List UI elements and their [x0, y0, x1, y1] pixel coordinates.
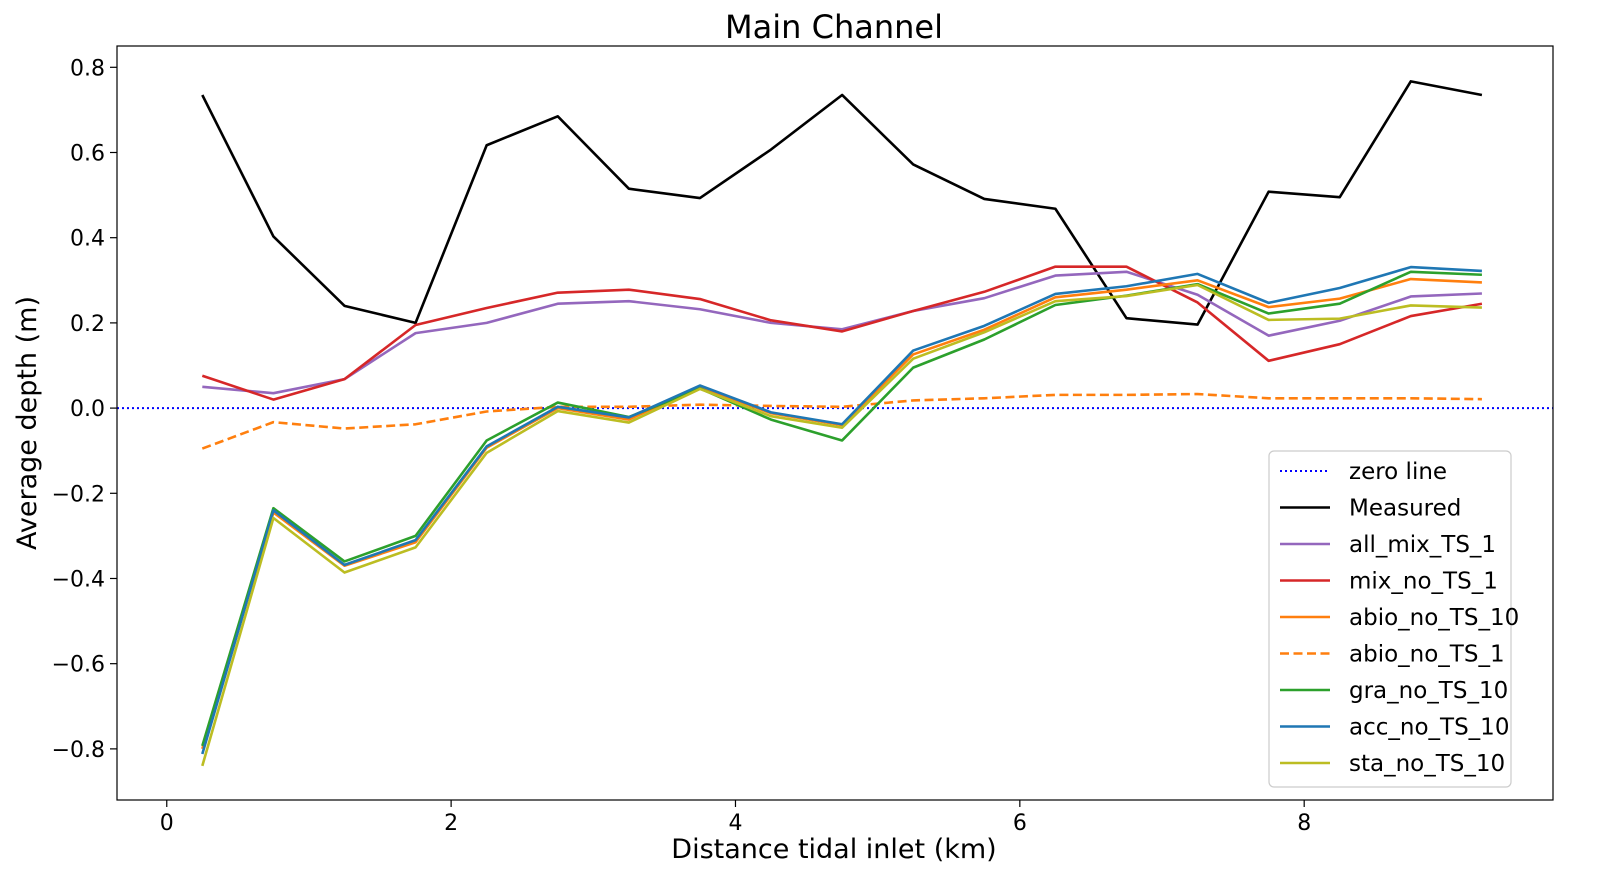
- legend-label: acc_no_TS_10: [1349, 715, 1509, 741]
- legend-label: zero line: [1349, 459, 1447, 485]
- x-tick-label: 0: [160, 811, 174, 836]
- legend-label: sta_no_TS_10: [1349, 751, 1505, 777]
- y-axis-title: Average depth (m): [12, 296, 43, 550]
- y-tick-label: 0.0: [70, 397, 105, 422]
- x-tick-label: 6: [1013, 811, 1027, 836]
- y-tick-label: 0.8: [70, 56, 105, 81]
- chart-title: Main Channel: [725, 8, 943, 46]
- series-line-gra_no_TS_10: [201, 270, 1482, 747]
- plot-area: [117, 80, 1553, 767]
- series-line-mix_no_TS_1: [201, 265, 1483, 401]
- series-line-sta_no_TS_10: [201, 283, 1482, 767]
- series-line-acc_no_TS_10: [201, 265, 1482, 755]
- y-tick-label: 0.2: [70, 312, 105, 337]
- legend-label: Measured: [1349, 496, 1461, 522]
- legend-box: [1268, 450, 1512, 788]
- legend-label: abio_no_TS_1: [1349, 642, 1505, 668]
- x-tick-label: 2: [444, 811, 458, 836]
- series-line-Measured: [201, 80, 1483, 326]
- series-line-all_mix_TS_1: [202, 270, 1482, 395]
- legend-label: all_mix_TS_1: [1349, 532, 1496, 558]
- x-axis-title: Distance tidal inlet (km): [671, 834, 996, 865]
- y-tick-label: −0.4: [52, 567, 105, 592]
- y-tick-label: −0.2: [52, 482, 105, 507]
- y-tick-label: −0.8: [52, 738, 105, 763]
- x-axis: 0 2 4 6 8: [160, 800, 1311, 836]
- y-tick-label: 0.6: [70, 141, 105, 166]
- legend-label: mix_no_TS_1: [1349, 569, 1498, 595]
- y-tick-label: −0.6: [52, 653, 105, 678]
- legend-label: gra_no_TS_10: [1349, 678, 1508, 704]
- y-tick-label: 0.4: [70, 227, 105, 252]
- series-line-abio_no_TS_1: [201, 392, 1482, 450]
- x-tick-label: 4: [728, 811, 742, 836]
- legend: zero line Measured all_mix_TS_1 mix_no_TS_1…: [1268, 450, 1519, 788]
- legend-label: abio_no_TS_10: [1349, 605, 1519, 631]
- x-tick-label: 8: [1297, 811, 1311, 836]
- y-axis: −0.8 −0.6 −0.4 −0.2 0.0 0.2 0.4 0.6 0.8: [52, 56, 117, 763]
- plot-frame: [116, 45, 1554, 801]
